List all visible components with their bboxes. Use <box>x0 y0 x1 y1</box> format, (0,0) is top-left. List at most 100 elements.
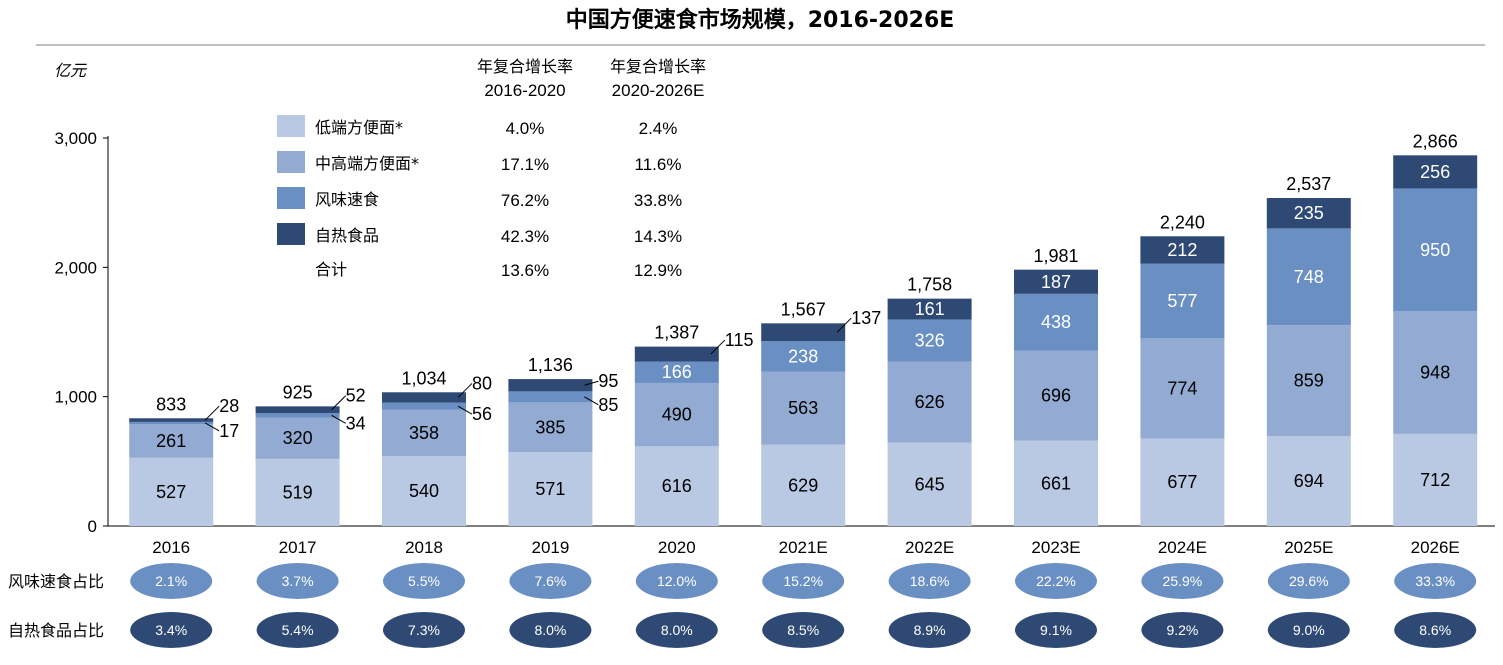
value-label: 748 <box>1294 267 1324 287</box>
x-tick-label: 2026E <box>1411 538 1460 557</box>
x-tick-label: 2024E <box>1158 538 1207 557</box>
share-pill <box>1015 612 1097 648</box>
value-label: 616 <box>662 476 692 496</box>
total-label: 1,136 <box>528 355 573 375</box>
x-tick-label: 2019 <box>531 538 569 557</box>
bar-segment <box>255 458 340 526</box>
legend-label: 低端方便面* <box>315 118 403 137</box>
bar-segment <box>255 417 340 459</box>
share-pill <box>383 612 465 648</box>
share-value: 7.3% <box>408 622 440 638</box>
bar-segment <box>1393 155 1478 189</box>
bar-segment <box>1014 269 1098 294</box>
share-pill <box>1141 563 1224 599</box>
share-value: 8.0% <box>661 622 693 638</box>
legend-swatch <box>277 151 305 173</box>
value-label: 677 <box>1167 472 1197 492</box>
share-value: 2.1% <box>155 573 187 589</box>
legend-label: 中高端方便面* <box>315 154 419 173</box>
bar-segment <box>382 402 466 410</box>
share-pill <box>762 612 845 648</box>
value-label: 161 <box>915 299 945 319</box>
bar-segment <box>129 418 214 422</box>
bar-segment <box>1393 188 1478 312</box>
share-pill <box>635 563 718 599</box>
y-tick-label: 3,000 <box>54 129 97 148</box>
share-pill <box>383 563 465 599</box>
bar-segment <box>1014 350 1098 441</box>
bar-segment <box>1393 311 1478 434</box>
share-pill <box>1267 612 1350 648</box>
legend-swatch <box>277 223 305 245</box>
share-value: 9.0% <box>1293 622 1325 638</box>
value-label: 95 <box>598 371 618 391</box>
x-tick-label: 2025E <box>1284 538 1333 557</box>
bar-segment <box>761 341 846 372</box>
bar-segment <box>887 442 972 526</box>
y-tick-label: 1,000 <box>54 388 97 407</box>
value-label: 34 <box>346 413 366 433</box>
share-value: 8.0% <box>534 622 566 638</box>
callout-line <box>584 396 599 406</box>
value-label: 438 <box>1041 312 1071 332</box>
bar-segment <box>1140 338 1225 439</box>
share-value: 7.6% <box>534 573 566 589</box>
value-label: 115 <box>725 330 754 350</box>
value-label: 645 <box>915 474 945 494</box>
share-value: 9.2% <box>1166 622 1198 638</box>
bar-segment <box>634 361 719 383</box>
callout-line <box>457 405 473 415</box>
value-label: 238 <box>788 346 818 366</box>
value-label: 774 <box>1167 378 1197 398</box>
value-label: 235 <box>1294 203 1324 223</box>
share-value: 5.4% <box>282 622 314 638</box>
value-label: 661 <box>1041 473 1071 493</box>
bar-segment <box>761 444 846 526</box>
bar-segment <box>887 361 972 443</box>
share-pill <box>888 612 971 648</box>
value-label: 320 <box>283 428 313 448</box>
callout-line <box>584 380 599 386</box>
total-label: 925 <box>283 382 313 402</box>
bar-segment <box>1266 198 1351 229</box>
value-label: 85 <box>598 395 618 415</box>
bar-segment <box>129 421 214 425</box>
total-label: 2,240 <box>1160 212 1205 232</box>
share-pill <box>509 563 592 599</box>
value-label: 261 <box>156 431 186 451</box>
value-label: 629 <box>788 475 818 495</box>
value-label: 696 <box>1041 386 1071 406</box>
share-row-label: 自热食品占比 <box>8 621 104 640</box>
total-label: 1,567 <box>781 299 826 319</box>
cagr-value: 4.0% <box>506 119 545 138</box>
cagr-header-title: 年复合增长率 <box>610 57 706 76</box>
value-label: 166 <box>662 362 692 382</box>
bar-segment <box>1393 433 1478 526</box>
x-tick-label: 2017 <box>279 538 317 557</box>
total-label: 2,537 <box>1286 174 1331 194</box>
bar-segment <box>129 424 214 458</box>
total-label: 833 <box>156 394 186 414</box>
cagr-value: 76.2% <box>501 191 549 210</box>
bar-segment <box>255 406 340 414</box>
value-label: 626 <box>915 392 945 412</box>
total-label: 1,387 <box>654 323 699 343</box>
x-tick-label: 2016 <box>152 538 190 557</box>
y-axis-unit: 亿元 <box>54 61 88 80</box>
bar-segment <box>1140 236 1225 264</box>
bar-segment <box>255 413 340 418</box>
value-label: 358 <box>409 423 439 443</box>
share-pill <box>1267 563 1350 599</box>
share-pill <box>888 563 971 599</box>
share-pill <box>1015 563 1097 599</box>
legend-swatch <box>277 187 305 209</box>
share-value: 3.4% <box>155 622 187 638</box>
callout-line <box>710 339 726 355</box>
share-pill <box>256 563 339 599</box>
share-pill <box>256 612 339 648</box>
bar-segment <box>129 457 214 526</box>
value-label: 17 <box>219 421 239 441</box>
value-label: 326 <box>915 331 945 351</box>
share-value: 8.5% <box>787 622 819 638</box>
callout-line <box>204 405 220 421</box>
